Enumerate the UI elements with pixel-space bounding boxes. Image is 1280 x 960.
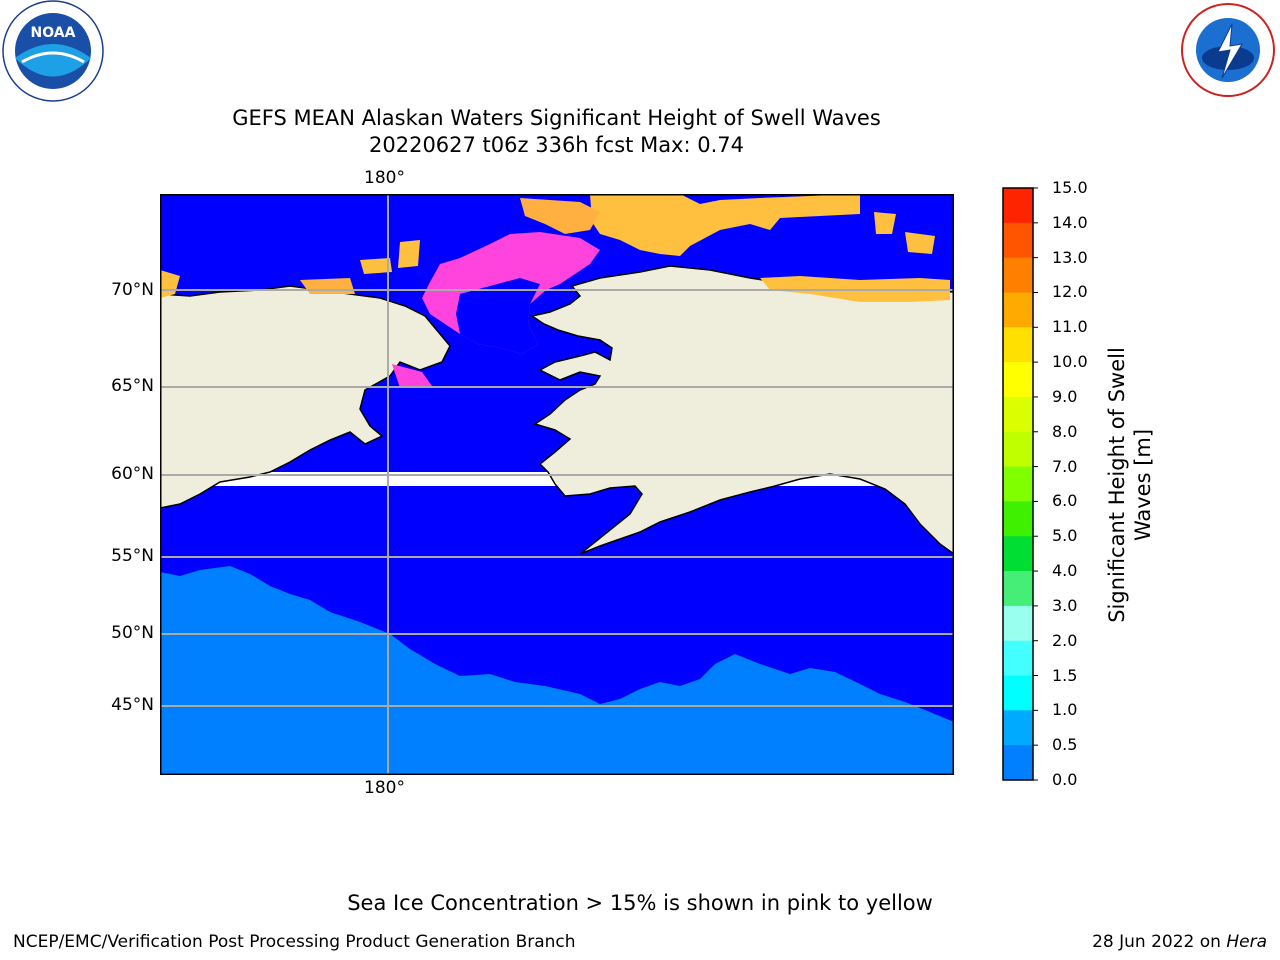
colorbar-tick-label: 11.0 [1052,317,1088,337]
colorbar-swatch [1003,257,1033,293]
colorbar-tick-label: 15.0 [1052,178,1088,197]
colorbar-tick-label: 8.0 [1052,421,1078,441]
lat-label-65n: 65°N [111,376,154,396]
map-panel [160,194,954,775]
colorbar-swatch [1003,605,1033,642]
colorbar-title-line1: Significant Height of Swell [1105,347,1129,623]
colorbar-tick-label: 10.0 [1052,352,1088,372]
colorbar-swatch [1003,710,1033,746]
footer-date-text: 28 Jun 2022 on [1092,932,1227,952]
lat-label-45n: 45°N [111,695,154,715]
ocean-mid-swell [160,566,954,775]
colorbar-tick-label: 0.5 [1052,735,1078,755]
colorbar [1002,187,1038,781]
colorbar-tick-label: 1.0 [1052,700,1078,720]
colorbar-swatch [1003,362,1033,398]
lat-label-55n: 55°N [111,546,154,566]
footer-machine: Hera [1226,932,1267,952]
colorbar-tick-label: 0.0 [1052,770,1078,789]
land-alaska [530,265,954,555]
colorbar-tick-label: 4.0 [1052,561,1078,581]
colorbar-tick-label: 13.0 [1052,247,1088,267]
colorbar-swatch [1003,571,1033,607]
sea-ice-note: Sea Ice Concentration > 15% is shown in … [347,891,933,915]
svg-text:NOAA: NOAA [31,25,76,41]
lat-label-50n: 50°N [111,623,154,643]
chart-title: GEFS MEAN Alaskan Waters Significant Hei… [232,106,881,130]
colorbar-tick-label: 9.0 [1052,386,1078,406]
colorbar-swatch [1003,327,1033,363]
colorbar-tick-label: 6.0 [1052,491,1078,511]
lat-label-60n: 60°N [111,464,154,484]
colorbar-tick-label: 14.0 [1052,212,1088,232]
chart-subtitle: 20220627 t06z 336h fcst Max: 0.74 [369,133,744,157]
colorbar-swatch [1003,431,1033,468]
lon-label-top: 180° [364,168,405,188]
colorbar-tick-label: 12.0 [1052,282,1088,302]
sea-ice [160,194,950,388]
colorbar-swatch [1003,222,1033,259]
lat-label-70n: 70°N [111,280,154,300]
colorbar-swatch [1003,188,1033,224]
colorbar-swatch [1003,501,1033,537]
colorbar-tick-label: 3.0 [1052,595,1078,615]
colorbar-swatch [1003,396,1033,433]
colorbar-tick-label: 5.0 [1052,526,1078,546]
colorbar-swatch [1003,466,1033,502]
colorbar-title: Significant Height of Swell Waves [m] [1104,347,1156,623]
colorbar-swatch [1003,675,1033,711]
footer-producer: NCEP/EMC/Verification Post Processing Pr… [13,932,576,952]
colorbar-swatch [1003,745,1033,781]
footer-date: 28 Jun 2022 on Hera [1092,932,1267,952]
colorbar-title-line2: Waves [m] [1131,428,1155,542]
colorbar-swatch [1003,640,1033,677]
colorbar-swatch [1003,536,1033,572]
colorbar-tick-label: 7.0 [1052,456,1078,476]
noaa-logo: NOAA [2,0,104,102]
colorbar-tick-label: 1.5 [1052,665,1078,685]
colorbar-tick-label: 2.0 [1052,630,1078,650]
lon-label-bottom: 180° [364,778,405,798]
colorbar-swatch [1003,292,1033,328]
nws-logo [1181,3,1275,97]
graticule [160,194,954,775]
